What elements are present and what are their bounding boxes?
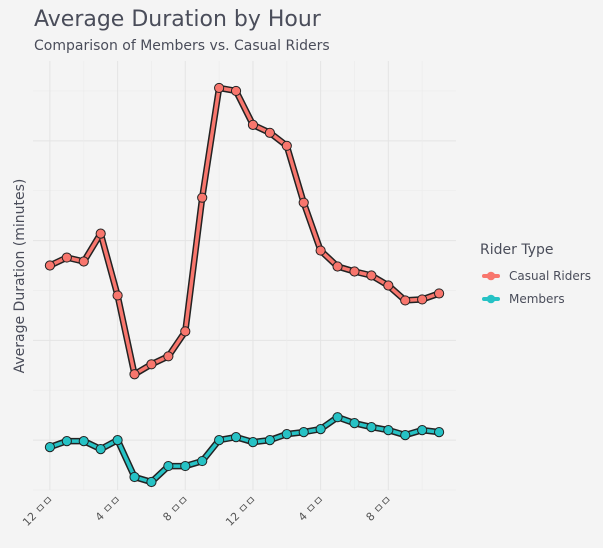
x-tick-label: 8 ㅁㅁ — [364, 493, 395, 524]
data-point — [61, 252, 72, 263]
data-point — [112, 435, 123, 446]
data-point — [315, 424, 326, 435]
data-point — [146, 476, 157, 488]
data-point — [247, 119, 259, 130]
series-lines — [46, 84, 443, 486]
data-point — [44, 260, 56, 271]
x-tick-label: 4 ㅁㅁ — [93, 493, 124, 524]
data-point — [247, 437, 259, 448]
data-point — [112, 290, 123, 301]
data-point — [95, 228, 106, 239]
data-point — [400, 430, 411, 441]
data-point — [214, 82, 225, 94]
series-line-outline — [46, 413, 443, 486]
data-point — [400, 295, 411, 306]
x-tick-label: 12 ㅁㅁ — [20, 493, 56, 529]
x-tick-label: 4 ㅁㅁ — [296, 493, 327, 524]
series-points — [44, 82, 445, 488]
data-point — [129, 471, 140, 483]
data-point — [95, 443, 106, 455]
legend-label-members: Members — [509, 292, 565, 306]
data-point — [433, 288, 445, 299]
data-point — [129, 369, 140, 380]
data-point — [349, 266, 360, 277]
data-point — [163, 351, 174, 362]
data-point — [44, 442, 56, 453]
data-point — [366, 422, 377, 433]
legend-label-casual: Casual Riders — [509, 269, 591, 283]
x-tick-label: 12 ㅁㅁ — [223, 493, 259, 529]
series-line — [48, 86, 441, 377]
data-point — [180, 460, 191, 472]
data-point — [417, 425, 428, 436]
x-tick-labels: 12 ㅁㅁ 4 ㅁㅁ 8 ㅁㅁ 12 ㅁㅁ 4 ㅁㅁ 8 ㅁㅁ — [20, 493, 394, 529]
data-point — [417, 294, 428, 305]
series-line-outline — [46, 84, 443, 378]
data-point — [298, 197, 309, 208]
legend-title: Rider Type — [480, 242, 554, 258]
data-point — [264, 127, 275, 138]
data-point — [214, 435, 225, 446]
data-point — [383, 280, 394, 291]
data-point — [383, 425, 394, 436]
data-point — [230, 432, 242, 443]
data-point — [78, 256, 89, 267]
data-point — [197, 192, 208, 203]
data-point — [163, 460, 174, 472]
data-point — [433, 427, 445, 438]
data-point — [298, 427, 309, 438]
data-point — [281, 429, 292, 440]
data-point — [180, 326, 191, 337]
grid — [33, 61, 456, 491]
data-point — [78, 436, 89, 447]
data-point — [281, 140, 292, 151]
data-point — [349, 418, 360, 429]
data-point — [230, 85, 242, 97]
data-point — [366, 270, 377, 281]
chart-subtitle: Comparison of Members vs. Casual Riders — [34, 38, 330, 54]
data-point — [332, 261, 343, 272]
x-tick-label: 8 ㅁㅁ — [160, 493, 191, 524]
data-point — [146, 359, 157, 370]
data-point — [264, 435, 275, 446]
chart-title: Average Duration by Hour — [34, 7, 321, 32]
data-point — [197, 455, 208, 467]
data-point — [332, 412, 343, 423]
data-point — [61, 436, 72, 447]
data-point — [315, 245, 326, 256]
